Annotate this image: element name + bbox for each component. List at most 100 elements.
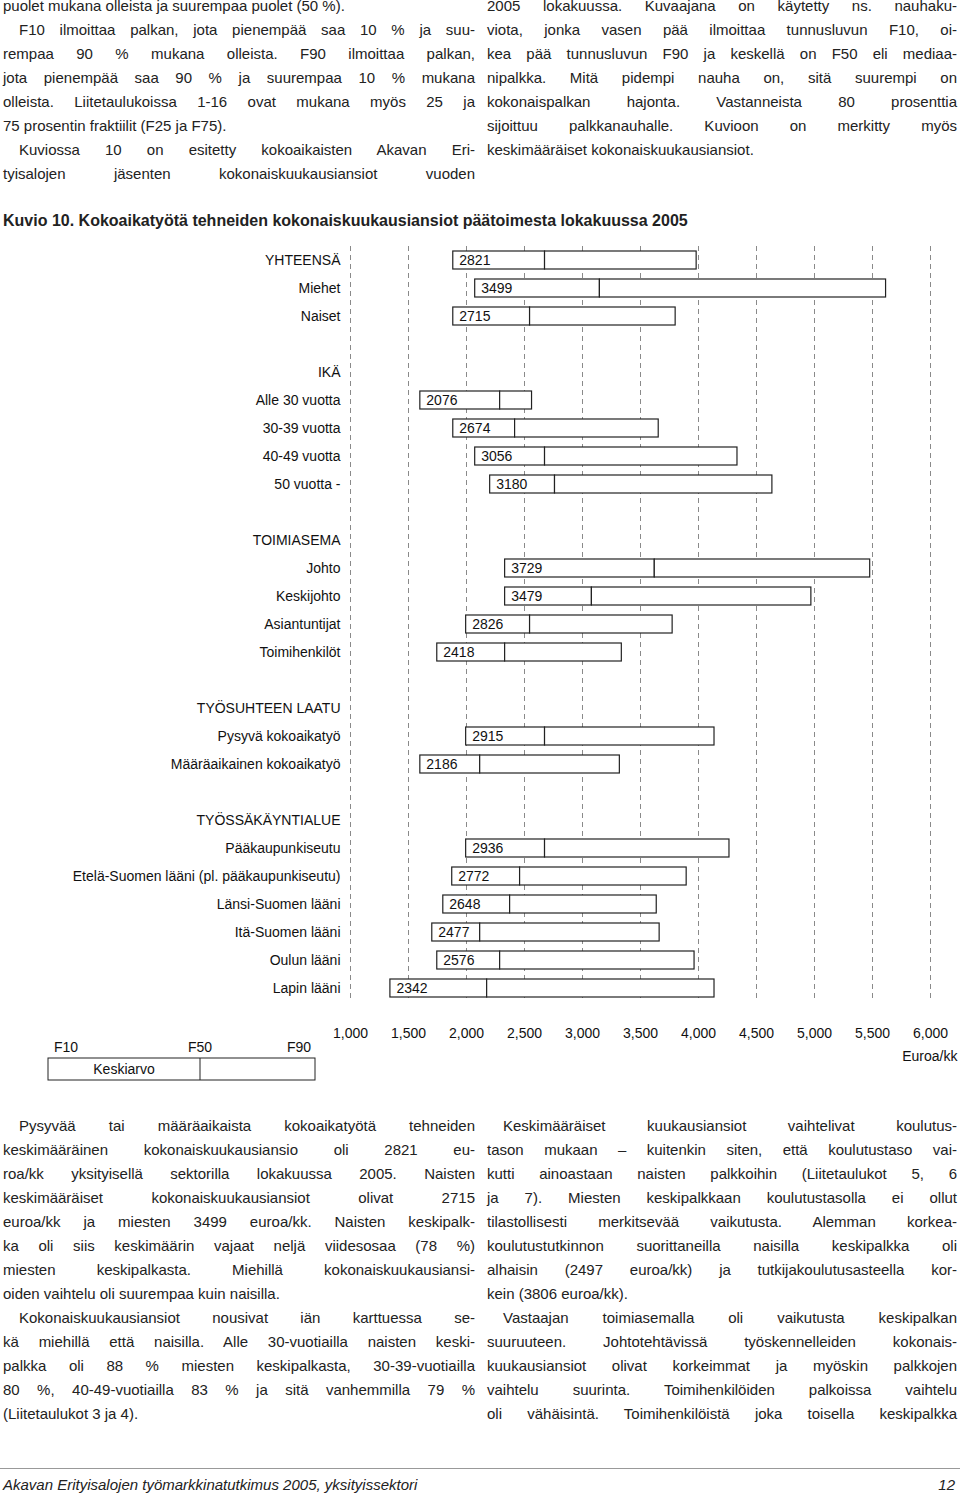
html-text:alhaisin (2497 euroa/kk) ja tu: alhaisin (2497 euroa/kk) ja tutkijakoulu…: [487, 1261, 957, 1278]
svg-text:Pääkaupunkiseutu: Pääkaupunkiseutu: [225, 840, 340, 856]
html-text:vaihtelu suurinta. Toimihenkil: vaihtelu suurinta. Toimihenkilöiden palk…: [487, 1381, 957, 1398]
html-text:kä miehillä että naisilla. All: kä miehillä että naisilla. Alle 30-vuoti…: [3, 1333, 475, 1350]
svg-text:3056: 3056: [481, 448, 512, 464]
svg-text:2342: 2342: [396, 980, 427, 996]
svg-text:4,500: 4,500: [739, 1025, 774, 1041]
svg-text:2936: 2936: [472, 840, 503, 856]
html-text:tyisalojen jäsenten kokonaisku: tyisalojen jäsenten kokonaiskuukausiansi…: [3, 165, 475, 182]
html-text:Pysyvää tai määräaikaista koko: Pysyvää tai määräaikaista kokoaikatyötä …: [19, 1117, 475, 1134]
html-text:tilastollisesti merkitsevää va: tilastollisesti merkitsevää vaikutusta. …: [487, 1213, 957, 1230]
html-text:F10 ilmoittaa palkan, jota pie: F10 ilmoittaa palkan, jota pienempää saa…: [19, 21, 475, 38]
html-text:keskimääräiset kokonaiskuukaus: keskimääräiset kokonaiskuukausiansiot ol…: [3, 1189, 475, 1206]
svg-text:Asiantuntijat: Asiantuntijat: [264, 616, 340, 632]
svg-text:5,500: 5,500: [855, 1025, 890, 1041]
svg-text:Keskijohto: Keskijohto: [276, 588, 341, 604]
html-text:kein (3806 euroa/kk).: kein (3806 euroa/kk).: [487, 1285, 628, 1302]
svg-text:2,000: 2,000: [449, 1025, 484, 1041]
html-text:80 %, 40-49-vuotiailla 83 % ja: 80 %, 40-49-vuotiailla 83 % ja sitä vanh…: [3, 1381, 475, 1398]
svg-text:Lapin lääni: Lapin lääni: [273, 980, 341, 996]
html-text:ja 7). Miesten keskipalkkaan k: ja 7). Miesten keskipalkkaan koulutustas…: [487, 1189, 957, 1206]
html-text:roa/kk yksityisellä sektorilla: roa/kk yksityisellä sektorilla lokakuuss…: [3, 1165, 475, 1182]
svg-text:Euroa/kk: Euroa/kk: [902, 1048, 958, 1064]
html-text:12: 12: [938, 1476, 955, 1493]
svg-text:YHTEENSÄ: YHTEENSÄ: [265, 252, 341, 268]
html-text:75 prosentin fraktiilit (F25 j: 75 prosentin fraktiilit (F25 ja F75).: [3, 117, 227, 134]
svg-text:6,000: 6,000: [913, 1025, 948, 1041]
svg-text:1,500: 1,500: [391, 1025, 426, 1041]
svg-text:3,500: 3,500: [623, 1025, 658, 1041]
svg-text:Miehet: Miehet: [298, 280, 340, 296]
svg-text:2418: 2418: [443, 644, 474, 660]
html-text:palkka oli 88 % miesten keskip: palkka oli 88 % miesten keskipalkasta, 3…: [3, 1357, 475, 1374]
svg-text:TYÖSSÄKÄYNTIALUE: TYÖSSÄKÄYNTIALUE: [197, 811, 341, 828]
svg-text:1,000: 1,000: [333, 1025, 368, 1041]
svg-text:F90: F90: [287, 1039, 311, 1055]
html-text:Kuviossa 10 on esitetty kokoai: Kuviossa 10 on esitetty kokoaikaisten Ak…: [19, 141, 475, 158]
svg-text:3,000: 3,000: [565, 1025, 600, 1041]
html-text:koulutustutkinnon suorittaneil: koulutustutkinnon suorittaneilla naisill…: [487, 1237, 957, 1254]
svg-text:Länsi-Suomen lääni: Länsi-Suomen lääni: [217, 896, 341, 912]
svg-text:4,000: 4,000: [681, 1025, 716, 1041]
html-text:nipalkka. Mitä pidempi nauha o: nipalkka. Mitä pidempi nauha on, sitä su…: [487, 69, 957, 86]
html-text:rempaa 90 % mukana olleista. F: rempaa 90 % mukana olleista. F90 ilmoitt…: [3, 45, 475, 62]
svg-text:TYÖSUHTEEN LAATU: TYÖSUHTEEN LAATU: [197, 699, 341, 716]
html-text:Vastaajan toimiasemalla oli va: Vastaajan toimiasemalla oli vaikutusta k…: [503, 1309, 957, 1326]
html-text:jota pienempää saa 90 % ja suu: jota pienempää saa 90 % ja suurempaa 10 …: [3, 69, 475, 86]
svg-text:40-49 vuotta: 40-49 vuotta: [263, 448, 341, 464]
svg-text:Määräaikainen kokoaikatyö: Määräaikainen kokoaikatyö: [171, 756, 341, 772]
svg-text:Etelä-Suomen lääni (pl. pääkau: Etelä-Suomen lääni (pl. pääkaupunkiseutu…: [73, 868, 341, 884]
svg-text:F10: F10: [54, 1039, 78, 1055]
svg-text:3180: 3180: [496, 476, 527, 492]
html-text:Kokonaiskuukausiansiot nousiva: Kokonaiskuukausiansiot nousivat iän kart…: [19, 1309, 475, 1326]
svg-text:Pysyvä kokoaikatyö: Pysyvä kokoaikatyö: [218, 728, 341, 744]
html-text:Keskimääräiset kuukausiansiot: Keskimääräiset kuukausiansiot vaihteliva…: [503, 1117, 957, 1134]
svg-text:3729: 3729: [511, 560, 542, 576]
html-text:oli vähäisintä. Toimihenkilöis: oli vähäisintä. Toimihenkilöistä joka to…: [487, 1405, 957, 1422]
svg-text:2674: 2674: [459, 420, 490, 436]
html-text:keskimääräiset kokonaiskuukaus: keskimääräiset kokonaiskuukausiansiot.: [487, 141, 754, 158]
html-text:(Liitetaulukot 3 ja 4).: (Liitetaulukot 3 ja 4).: [3, 1405, 139, 1422]
svg-text:2715: 2715: [459, 308, 490, 324]
svg-text:TOIMIASEMA: TOIMIASEMA: [253, 532, 341, 548]
svg-text:IKÄ: IKÄ: [318, 364, 341, 380]
svg-text:Oulun lääni: Oulun lääni: [270, 952, 341, 968]
svg-text:Naiset: Naiset: [301, 308, 341, 324]
html-text:tason mukaan – kuitenkin siten: tason mukaan – kuitenkin siten, että kou…: [487, 1141, 957, 1158]
html-text:euroa/kk ja miesten 3499 euroa: euroa/kk ja miesten 3499 euroa/kk. Naist…: [3, 1213, 475, 1230]
html-text:olleista. Liitetaulukoissa 1-1: olleista. Liitetaulukoissa 1-16 ovat muk…: [3, 93, 475, 110]
svg-text:3499: 3499: [481, 280, 512, 296]
svg-text:2821: 2821: [459, 252, 490, 268]
html-text:suuruuteen. Johtotehtävissä ty: suuruuteen. Johtotehtävissä työskennelle…: [487, 1333, 957, 1350]
svg-text:50 vuotta -: 50 vuotta -: [274, 476, 340, 492]
svg-text:2826: 2826: [472, 616, 503, 632]
svg-text:2576: 2576: [443, 952, 474, 968]
svg-text:2,500: 2,500: [507, 1025, 542, 1041]
svg-text:2186: 2186: [426, 756, 457, 772]
svg-text:Johto: Johto: [306, 560, 340, 576]
html-text:Akavan Erityisalojen työmarkki: Akavan Erityisalojen työmarkkinatutkimus…: [3, 1476, 418, 1493]
svg-text:2076: 2076: [426, 392, 457, 408]
svg-text:Keskiarvo: Keskiarvo: [93, 1061, 155, 1077]
html-text:viota, jonka vasen pää ilmoitt: viota, jonka vasen pää ilmoittaa tunnusl…: [487, 21, 957, 38]
svg-text:2477: 2477: [438, 924, 469, 940]
svg-text:F50: F50: [188, 1039, 212, 1055]
html-text:oiden vaihtelu oli suurempaa k: oiden vaihtelu oli suurempaa kuin naisil…: [3, 1285, 280, 1302]
html-text:ka oli siis keskimäärin vajaat: ka oli siis keskimäärin vajaat neljä vii…: [3, 1237, 475, 1254]
html-text:miesten keskipalkasta. Miehill: miesten keskipalkasta. Miehillä kokonais…: [3, 1261, 475, 1278]
html-text:Kuvio 10. Kokoaikatyötä tehnei: Kuvio 10. Kokoaikatyötä tehneiden kokona…: [3, 212, 688, 229]
svg-text:2915: 2915: [472, 728, 503, 744]
svg-text:3479: 3479: [511, 588, 542, 604]
html-text:kokonaispalkan hajonta. Vastan: kokonaispalkan hajonta. Vastanneista 80 …: [487, 93, 957, 110]
html-text:kuukausiansiot olivat korkeimm: kuukausiansiot olivat korkeimmat ja myös…: [487, 1357, 957, 1374]
svg-text:2648: 2648: [449, 896, 480, 912]
svg-text:30-39 vuotta: 30-39 vuotta: [263, 420, 341, 436]
html-text:kutti ainoastaan naisten palkk: kutti ainoastaan naisten palkkoihin (Lii…: [487, 1165, 957, 1182]
svg-text:Toimihenkilöt: Toimihenkilöt: [260, 644, 341, 660]
html-text:kea pää tunnusluvun F90 ja kes: kea pää tunnusluvun F90 ja keskellä on F…: [487, 45, 957, 62]
svg-text:Alle 30 vuotta: Alle 30 vuotta: [256, 392, 341, 408]
svg-text:Itä-Suomen lääni: Itä-Suomen lääni: [235, 924, 341, 940]
html-text:keskimääräinen kokonaiskuukaus: keskimääräinen kokonaiskuukausiansio oli…: [3, 1141, 475, 1158]
svg-text:5,000: 5,000: [797, 1025, 832, 1041]
svg-text:2772: 2772: [458, 868, 489, 884]
html-text:sijoittuu palkkanauhalle. Kuvi: sijoittuu palkkanauhalle. Kuvioon on mer…: [487, 117, 957, 134]
